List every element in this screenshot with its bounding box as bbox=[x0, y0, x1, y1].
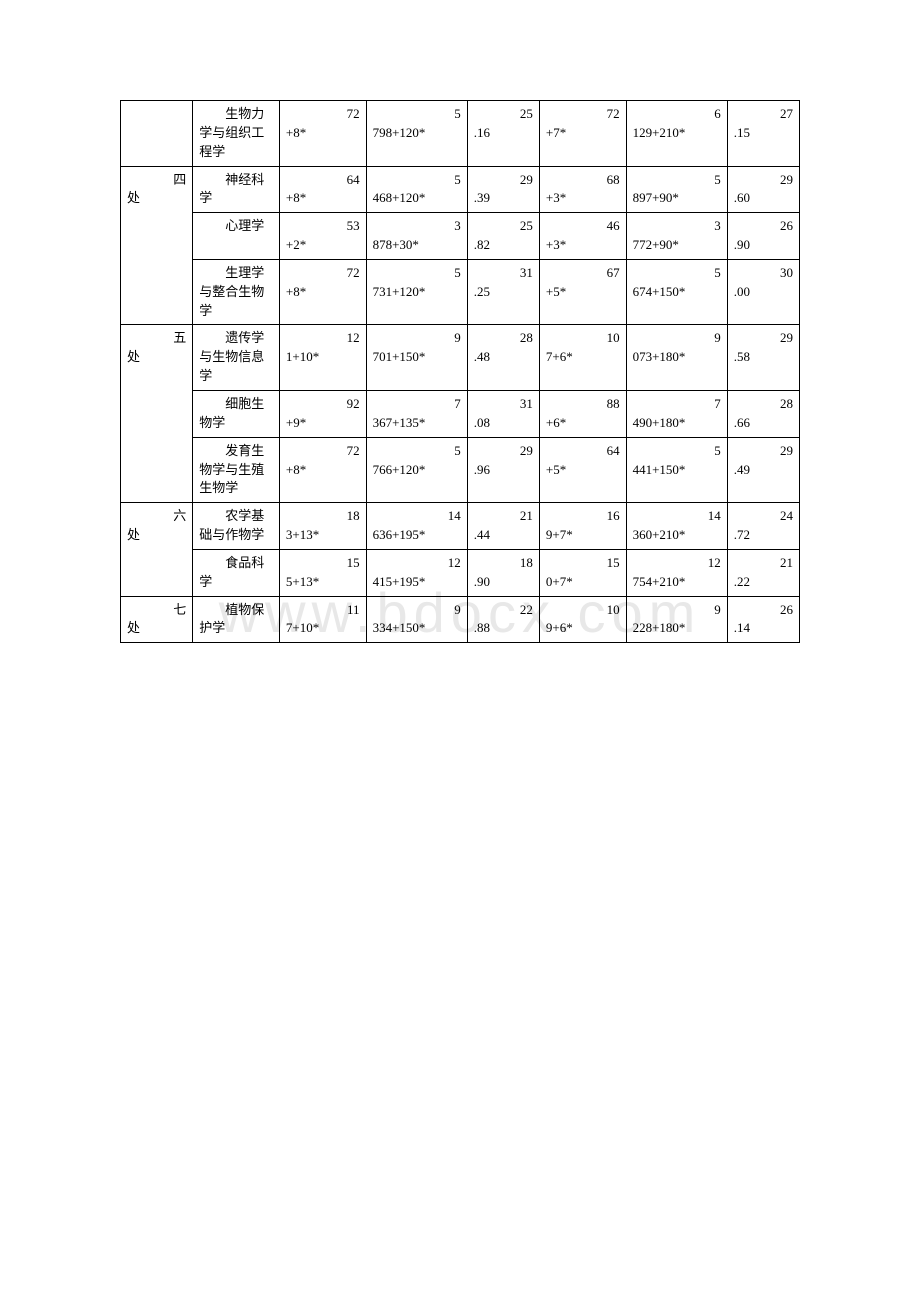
dept-cell: 七处 bbox=[121, 596, 193, 643]
value-cell: 25.82 bbox=[467, 213, 539, 260]
value-cell: 25.16 bbox=[467, 101, 539, 167]
value-cell: 9334+150* bbox=[366, 596, 467, 643]
value-cell: 5731+120* bbox=[366, 259, 467, 325]
value-cell: 68+3* bbox=[539, 166, 626, 213]
value-cell: 21.44 bbox=[467, 503, 539, 550]
value-cell: 64+5* bbox=[539, 437, 626, 503]
value-cell: 9073+180* bbox=[626, 325, 727, 391]
value-cell: 72+7* bbox=[539, 101, 626, 167]
value-cell: 30.00 bbox=[727, 259, 799, 325]
subject-cell: 发育生物学与生殖生物学 bbox=[193, 437, 280, 503]
table-row: 五处遗传学与生物信息学121+10*9701+150*28.48107+6*90… bbox=[121, 325, 800, 391]
value-cell: 109+6* bbox=[539, 596, 626, 643]
table-row: 六处农学基础与作物学183+13*14636+195*21.44169+7*14… bbox=[121, 503, 800, 550]
subject-cell: 心理学 bbox=[193, 213, 280, 260]
value-cell: 5897+90* bbox=[626, 166, 727, 213]
value-cell: 26.90 bbox=[727, 213, 799, 260]
value-cell: 5766+120* bbox=[366, 437, 467, 503]
subject-cell: 遗传学与生物信息学 bbox=[193, 325, 280, 391]
value-cell: 21.22 bbox=[727, 549, 799, 596]
value-cell: 14360+210* bbox=[626, 503, 727, 550]
value-cell: 117+10* bbox=[279, 596, 366, 643]
subject-cell: 生物力学与组织工程学 bbox=[193, 101, 280, 167]
value-cell: 7367+135* bbox=[366, 390, 467, 437]
value-cell: 24.72 bbox=[727, 503, 799, 550]
dept-cell: 六处 bbox=[121, 503, 193, 596]
value-cell: 22.88 bbox=[467, 596, 539, 643]
value-cell: 12754+210* bbox=[626, 549, 727, 596]
value-cell: 29.39 bbox=[467, 166, 539, 213]
value-cell: 14636+195* bbox=[366, 503, 467, 550]
value-cell: 72+8* bbox=[279, 259, 366, 325]
value-cell: 64+8* bbox=[279, 166, 366, 213]
value-cell: 31.25 bbox=[467, 259, 539, 325]
subject-cell: 食品科学 bbox=[193, 549, 280, 596]
value-cell: 121+10* bbox=[279, 325, 366, 391]
value-cell: 3772+90* bbox=[626, 213, 727, 260]
table-row: 食品科学155+13*12415+195*18.90150+7*12754+21… bbox=[121, 549, 800, 596]
subject-cell: 神经科学 bbox=[193, 166, 280, 213]
subject-cell: 细胞生物学 bbox=[193, 390, 280, 437]
value-cell: 53+2* bbox=[279, 213, 366, 260]
value-cell: 3878+30* bbox=[366, 213, 467, 260]
value-cell: 31.08 bbox=[467, 390, 539, 437]
data-table: 生物力学与组织工程学72+8*5798+120*25.1672+7*6129+2… bbox=[120, 100, 800, 643]
value-cell: 72+8* bbox=[279, 437, 366, 503]
value-cell: 5798+120* bbox=[366, 101, 467, 167]
table-row: 生物力学与组织工程学72+8*5798+120*25.1672+7*6129+2… bbox=[121, 101, 800, 167]
table-row: 生理学与整合生物学72+8*5731+120*31.2567+5*5674+15… bbox=[121, 259, 800, 325]
value-cell: 27.15 bbox=[727, 101, 799, 167]
value-cell: 46+3* bbox=[539, 213, 626, 260]
table-row: 七处植物保护学117+10*9334+150*22.88109+6*9228+1… bbox=[121, 596, 800, 643]
value-cell: 183+13* bbox=[279, 503, 366, 550]
value-cell: 72+8* bbox=[279, 101, 366, 167]
dept-cell bbox=[121, 101, 193, 167]
value-cell: 28.66 bbox=[727, 390, 799, 437]
value-cell: 88+6* bbox=[539, 390, 626, 437]
value-cell: 155+13* bbox=[279, 549, 366, 596]
value-cell: 150+7* bbox=[539, 549, 626, 596]
value-cell: 9228+180* bbox=[626, 596, 727, 643]
table-row: 发育生物学与生殖生物学72+8*5766+120*29.9664+5*5441+… bbox=[121, 437, 800, 503]
value-cell: 18.90 bbox=[467, 549, 539, 596]
value-cell: 28.48 bbox=[467, 325, 539, 391]
dept-cell: 四处 bbox=[121, 166, 193, 325]
subject-cell: 农学基础与作物学 bbox=[193, 503, 280, 550]
subject-cell: 生理学与整合生物学 bbox=[193, 259, 280, 325]
value-cell: 107+6* bbox=[539, 325, 626, 391]
subject-cell: 植物保护学 bbox=[193, 596, 280, 643]
value-cell: 5441+150* bbox=[626, 437, 727, 503]
value-cell: 26.14 bbox=[727, 596, 799, 643]
value-cell: 7490+180* bbox=[626, 390, 727, 437]
table-row: 四处神经科学64+8*5468+120*29.3968+3*5897+90*29… bbox=[121, 166, 800, 213]
value-cell: 169+7* bbox=[539, 503, 626, 550]
value-cell: 5674+150* bbox=[626, 259, 727, 325]
value-cell: 12415+195* bbox=[366, 549, 467, 596]
dept-cell: 五处 bbox=[121, 325, 193, 503]
value-cell: 5468+120* bbox=[366, 166, 467, 213]
table-row: 细胞生物学92+9*7367+135*31.0888+6*7490+180*28… bbox=[121, 390, 800, 437]
value-cell: 29.58 bbox=[727, 325, 799, 391]
value-cell: 6129+210* bbox=[626, 101, 727, 167]
value-cell: 29.60 bbox=[727, 166, 799, 213]
value-cell: 67+5* bbox=[539, 259, 626, 325]
value-cell: 29.96 bbox=[467, 437, 539, 503]
table-row: 心理学53+2*3878+30*25.8246+3*3772+90*26.90 bbox=[121, 213, 800, 260]
value-cell: 29.49 bbox=[727, 437, 799, 503]
value-cell: 92+9* bbox=[279, 390, 366, 437]
value-cell: 9701+150* bbox=[366, 325, 467, 391]
